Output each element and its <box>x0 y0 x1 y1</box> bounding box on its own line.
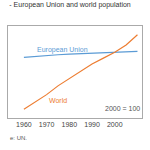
svg-text:e: UN.: e: UN. <box>10 135 27 141</box>
svg-text:1990: 1990 <box>84 121 100 128</box>
svg-text:European Union: European Union <box>37 46 88 54</box>
svg-text:1970: 1970 <box>39 121 55 128</box>
svg-text:1980: 1980 <box>62 121 78 128</box>
svg-text:1960: 1960 <box>16 121 32 128</box>
svg-text:World: World <box>49 97 67 104</box>
svg-text:2000 = 100: 2000 = 100 <box>105 105 140 112</box>
svg-text:2000: 2000 <box>107 121 123 128</box>
svg-text:- European Union and world pop: - European Union and world population <box>9 1 131 9</box>
